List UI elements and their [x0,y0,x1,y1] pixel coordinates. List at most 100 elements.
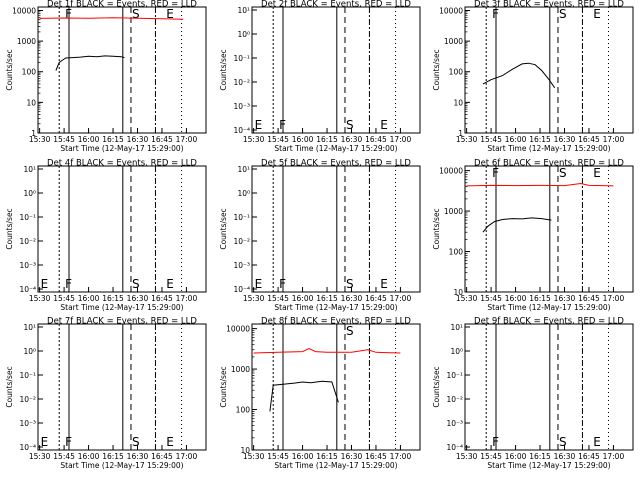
y-tick-label: 10000 [226,325,250,334]
series-events [55,55,125,71]
event-marker-f: F [492,435,499,449]
x-tick-label: 16:00 [292,135,314,144]
y-axis-label: Counts/sec [5,208,14,249]
det-panel-8: Det 8f BLACK = Events, RED = LLD 10 100 100… [219,317,421,470]
x-tick-label: 17:00 [176,294,198,303]
y-tick-label: 100 [449,248,464,257]
event-marker-e: E [166,435,174,449]
event-marker-f: F [65,435,72,449]
y-tick-label: 10⁻¹ [19,371,36,380]
x-tick-label: 16:30 [127,452,149,461]
event-marker-s: S [559,166,567,180]
plot-frame [464,165,634,293]
y-tick-label: 10⁻⁴ [19,443,36,452]
y-tick-label: 10¹ [237,165,250,174]
x-tick-label: 16:00 [505,452,527,461]
y-tick-label: 10⁰ [23,189,36,198]
x-tick-label: 17:00 [176,135,198,144]
det-panel-2: Det 2f BLACK = Events, RED = LLD 10⁻⁴ 10⁻³… [219,0,421,153]
event-marker-e: E [255,118,263,132]
x-tick-label: 16:15 [316,294,338,303]
y-tick-label: 10⁰ [450,347,463,356]
x-tick-label: 16:30 [341,135,363,144]
event-marker-s: S [346,277,354,291]
x-tick-label: 16:15 [102,452,124,461]
x-tick-label: 15:30 [243,135,265,144]
y-tick-label: 10 [453,288,463,297]
y-tick-label: 10⁻² [233,78,250,87]
x-axis-label: Start Time (12-May-17 15:29:00) [487,461,610,470]
y-tick-label: 10⁻⁴ [233,285,250,294]
y-tick-label: 10⁰ [23,347,36,356]
det-panel-6: Det 6f BLACK = Events, RED = LLD 10 100 100… [432,159,634,312]
x-tick-label: 16:45 [365,452,387,461]
event-marker-e: E [166,7,174,21]
x-axis-label: Start Time (12-May-17 15:29:00) [274,144,397,153]
y-tick-label: 1000 [231,365,250,374]
panel-title: Det 7f BLACK = Events, RED = LLD [47,317,197,327]
x-axis-label: Start Time (12-May-17 15:29:00) [60,144,183,153]
x-tick-label: 15:30 [243,452,265,461]
y-tick-label: 10 [26,98,36,107]
y-tick-label: 10⁻⁴ [19,285,36,294]
event-marker-s: S [559,435,567,449]
event-marker-f: F [65,7,72,21]
y-tick-label: 10¹ [450,323,463,332]
x-tick-label: 15:45 [53,452,75,461]
event-marker-e: E [380,118,388,132]
y-tick-label: 10000 [439,6,463,15]
x-tick-label: 16:45 [578,294,600,303]
x-tick-label: 15:45 [53,294,75,303]
x-tick-label: 16:30 [554,294,576,303]
y-tick-label: 1000 [444,37,463,46]
event-marker-e: E [593,7,601,21]
panel-title: Det 2f BLACK = Events, RED = LLD [261,0,411,10]
plot-frame [37,323,207,451]
series-lld [39,17,184,20]
event-marker-f: F [492,166,499,180]
panel-title: Det 8f BLACK = Events, RED = LLD [261,317,411,327]
x-tick-label: 17:00 [603,452,625,461]
x-tick-label: 17:00 [603,294,625,303]
y-tick-label: 10000 [12,6,36,15]
plot-frame [251,165,421,293]
plot-frame [464,6,634,134]
x-tick-label: 15:45 [267,294,289,303]
x-tick-label: 16:45 [151,452,173,461]
y-tick-label: 10⁻¹ [233,213,250,222]
y-tick-label: 100 [236,406,251,415]
x-tick-label: 16:00 [78,294,100,303]
y-tick-label: 1000 [444,207,463,216]
y-axis-label: Counts/sec [432,366,441,407]
event-marker-s: S [346,118,354,132]
x-tick-label: 16:30 [554,135,576,144]
x-tick-label: 15:45 [480,452,502,461]
event-marker-e: E [255,277,263,291]
y-tick-label: 10⁻¹ [446,371,463,380]
det-panel-9: Det 9f BLACK = Events, RED = LLD 10⁻⁴ 10⁻³… [432,317,634,470]
x-axis-label: Start Time (12-May-17 15:29:00) [60,461,183,470]
x-tick-label: 15:30 [456,135,478,144]
y-tick-label: 10000 [439,167,463,176]
x-tick-label: 16:30 [341,294,363,303]
y-tick-label: 100 [449,68,464,77]
det-panel-4: Det 4f BLACK = Events, RED = LLD 10⁻⁴ 10⁻³… [5,159,207,312]
plot-frame [251,323,421,451]
y-tick-label: 10 [453,98,463,107]
y-tick-label: 1000 [17,37,36,46]
x-axis-label: Start Time (12-May-17 15:29:00) [60,303,183,312]
x-tick-label: 16:00 [292,452,314,461]
event-marker-f: F [279,118,286,132]
x-tick-label: 16:30 [554,452,576,461]
y-axis-label: Counts/sec [5,49,14,90]
x-tick-label: 16:00 [292,294,314,303]
event-marker-s: S [346,324,354,338]
series-events [482,217,552,233]
event-marker-e: E [593,166,601,180]
series-events [482,62,556,89]
y-axis-label: Counts/sec [432,49,441,90]
x-tick-label: 16:30 [127,135,149,144]
x-tick-label: 16:15 [316,135,338,144]
y-tick-label: 100 [22,68,37,77]
event-marker-s: S [132,277,140,291]
